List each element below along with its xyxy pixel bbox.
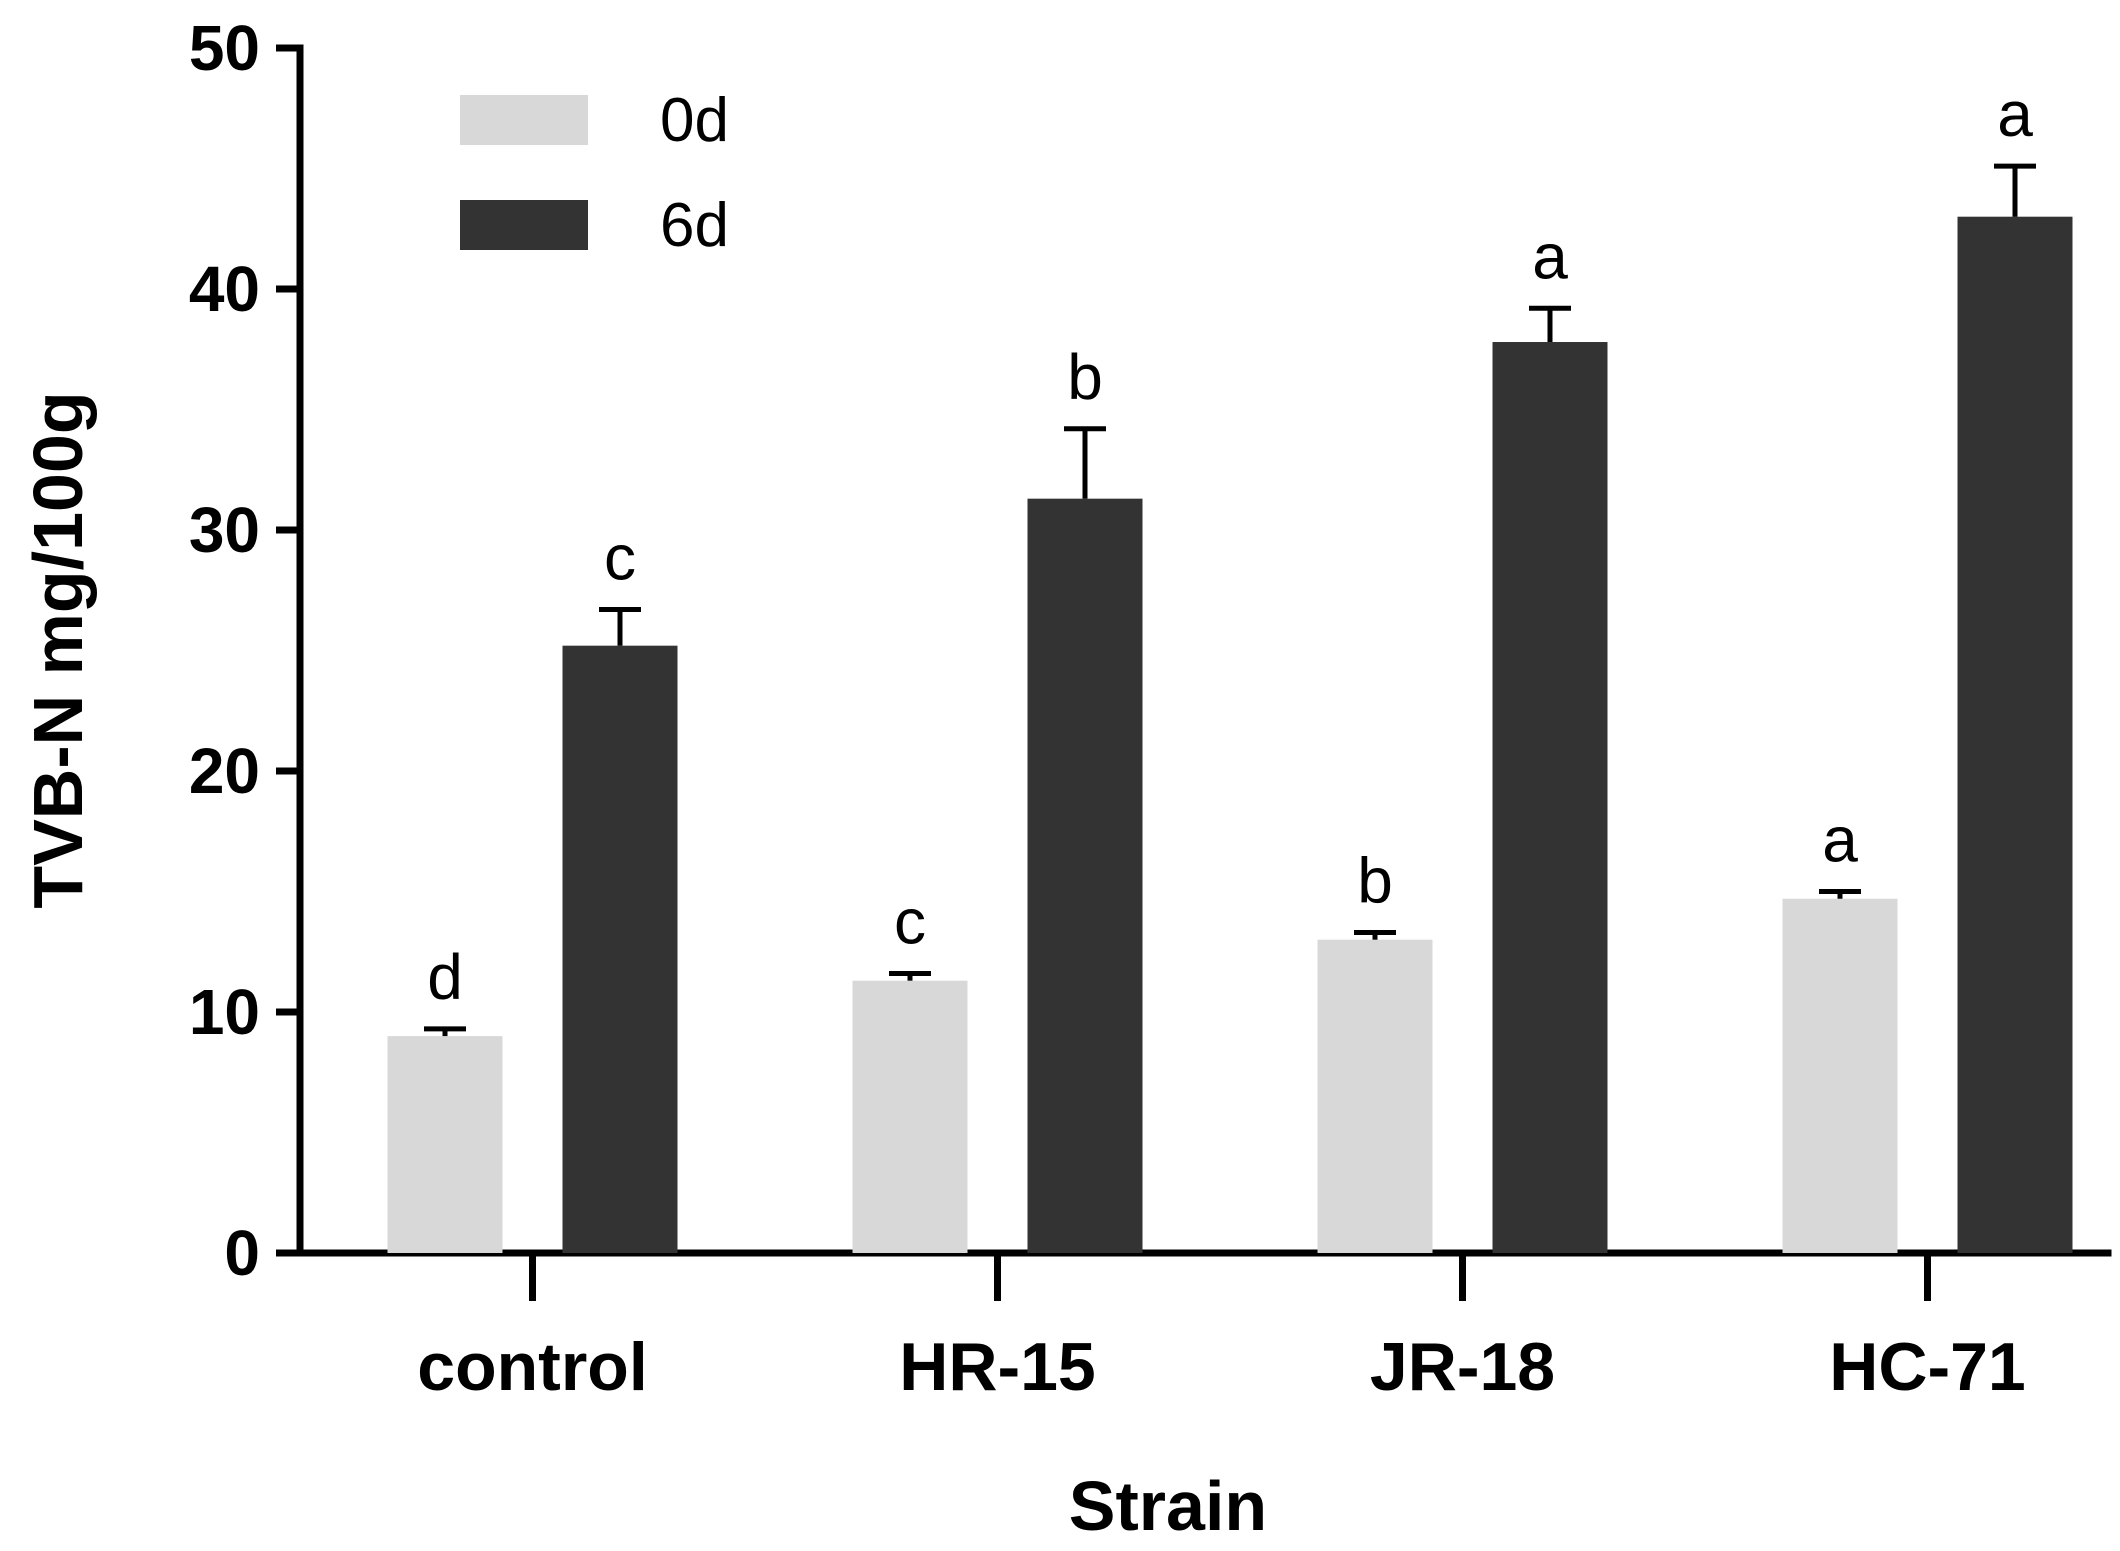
significance-letter: b (1357, 844, 1393, 916)
x-ticks: control HR-15 JR-18 HC-71 (417, 1253, 2026, 1405)
significance-letter: a (1532, 220, 1568, 292)
bar-0d-HC-71 (1782, 898, 1898, 1253)
x-tick-label: control (417, 1329, 647, 1405)
y-axis-title: TVB-N mg/100g (19, 391, 97, 908)
bar-6d-control (562, 645, 678, 1253)
significance-letter: a (1822, 804, 1858, 876)
x-tick-label: HR-15 (899, 1329, 1096, 1405)
significance-letter: c (604, 522, 636, 594)
x-axis-title: Strain (1069, 1467, 1267, 1545)
y-tick-label: 30 (189, 494, 260, 566)
x-tick-label: HC-71 (1829, 1329, 2026, 1405)
legend-swatch-6d (460, 200, 588, 250)
bar-6d-JR-18 (1492, 342, 1608, 1253)
legend-label: 0d (660, 86, 729, 155)
bars: d c c b b a a a (387, 78, 2073, 1254)
bar-0d-control (387, 1036, 503, 1253)
significance-letter: b (1067, 341, 1103, 413)
bar-6d-HR-15 (1027, 498, 1143, 1253)
y-tick-label: 10 (189, 976, 260, 1048)
significance-letter: a (1997, 78, 2033, 150)
bar-0d-HR-15 (852, 980, 968, 1253)
bar-0d-JR-18 (1317, 939, 1433, 1253)
legend: 0d 6d (460, 86, 729, 260)
y-ticks: 0 10 20 30 40 50 (189, 12, 300, 1289)
bar-6d-HC-71 (1957, 216, 2073, 1254)
x-tick-label: JR-18 (1370, 1329, 1555, 1405)
y-tick-label: 40 (189, 253, 260, 325)
legend-swatch-0d (460, 95, 588, 145)
y-tick-label: 0 (224, 1217, 260, 1289)
y-tick-label: 50 (189, 12, 260, 84)
y-tick-label: 20 (189, 735, 260, 807)
significance-letter: d (427, 941, 463, 1013)
significance-letter: c (894, 885, 926, 957)
legend-label: 6d (660, 191, 729, 260)
